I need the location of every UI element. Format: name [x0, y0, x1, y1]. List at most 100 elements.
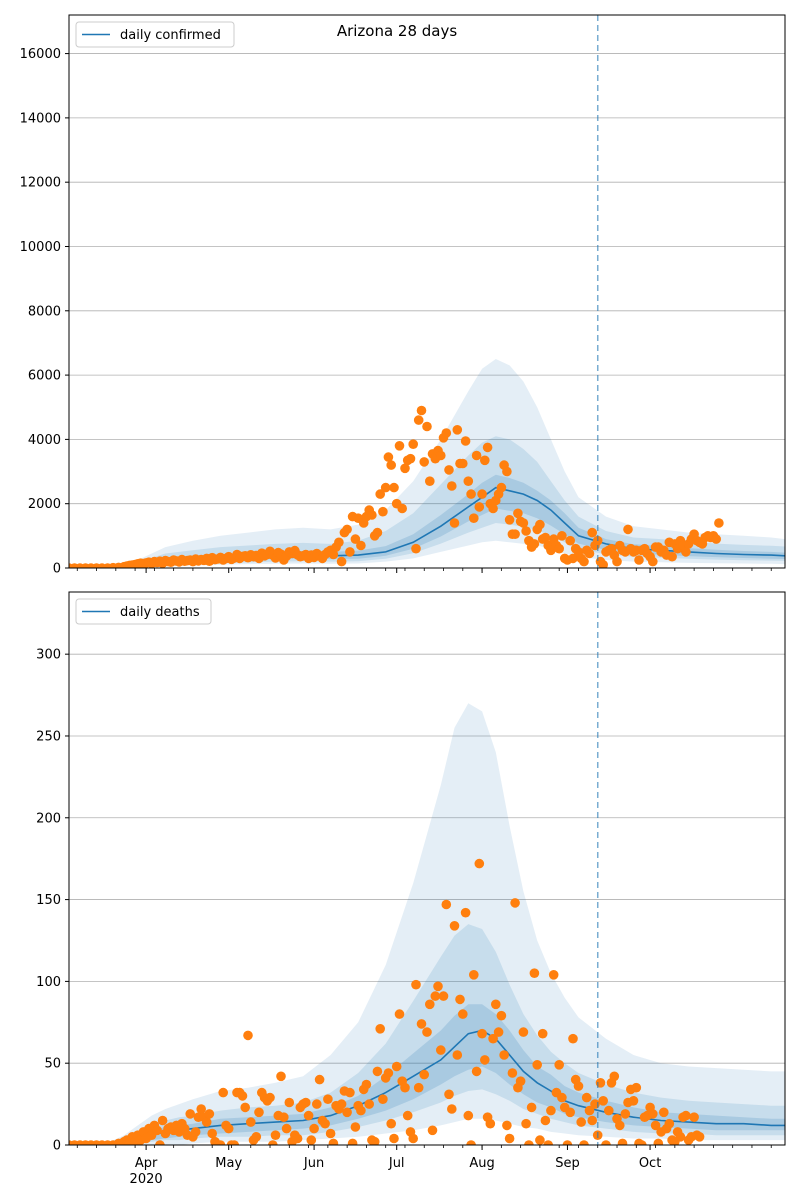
data-point: [485, 1118, 496, 1129]
data-point: [675, 1132, 686, 1142]
data-point: [215, 1140, 226, 1145]
data-point: [524, 1140, 534, 1145]
data-point: [378, 1094, 388, 1104]
data-point: [576, 1117, 586, 1127]
data-point: [394, 441, 405, 451]
data-point: [190, 1127, 201, 1137]
data-point: [598, 1096, 608, 1106]
data-point: [502, 1120, 512, 1131]
data-point: [518, 518, 529, 528]
data-point: [356, 1105, 366, 1116]
data-point: [281, 1123, 292, 1134]
data-point: [617, 1138, 628, 1145]
data-point: [637, 1140, 647, 1145]
data-point: [367, 510, 377, 520]
data-point: [314, 1074, 325, 1085]
data-point: [648, 1109, 658, 1119]
data-point: [628, 1096, 639, 1106]
data-point: [378, 506, 388, 517]
data-point: [584, 548, 595, 559]
data-point: [218, 1087, 228, 1098]
y-tick-label: 8000: [28, 304, 61, 319]
data-point: [416, 1019, 427, 1029]
data-point: [664, 1118, 675, 1129]
legend-label: daily confirmed: [120, 28, 221, 43]
data-point: [532, 1060, 542, 1070]
data-point: [372, 527, 383, 538]
data-point: [604, 1105, 614, 1116]
data-point: [496, 1010, 507, 1021]
data-point: [391, 1061, 402, 1072]
x-tick-label: Apr: [135, 1156, 158, 1171]
data-point: [581, 1092, 592, 1103]
data-point: [480, 1055, 490, 1065]
legend: daily confirmed: [75, 21, 235, 48]
y-tick-label: 0: [53, 562, 61, 577]
legend-label: daily deaths: [120, 605, 200, 620]
data-point: [463, 476, 474, 487]
data-point: [369, 1136, 380, 1145]
data-point: [471, 1066, 482, 1077]
data-point: [447, 481, 457, 491]
data-point: [419, 457, 430, 467]
data-point: [584, 1105, 595, 1116]
data-point: [557, 1092, 567, 1103]
data-point: [469, 970, 479, 980]
data-point: [284, 1097, 295, 1108]
data-point: [493, 1027, 504, 1037]
data-point: [612, 556, 622, 567]
data-point: [334, 537, 344, 548]
data-point: [422, 421, 432, 432]
data-point: [427, 1125, 438, 1136]
data-point: [455, 994, 465, 1005]
data-point: [502, 466, 512, 477]
data-point: [438, 991, 449, 1001]
y-tick-label: 4000: [28, 433, 61, 448]
data-point: [405, 453, 416, 464]
data-point: [436, 450, 446, 461]
data-point: [306, 1135, 317, 1145]
data-point: [480, 455, 490, 466]
data-point: [491, 999, 501, 1010]
data-point: [400, 463, 410, 474]
data-point: [444, 1089, 454, 1100]
data-point: [510, 898, 520, 908]
data-point: [554, 543, 564, 554]
data-point: [328, 1138, 339, 1145]
data-point: [562, 1140, 573, 1145]
data-point: [386, 1118, 397, 1129]
data-point: [413, 415, 424, 425]
data-point: [458, 458, 468, 469]
data-point: [471, 450, 482, 461]
data-point: [452, 1050, 463, 1060]
data-point: [449, 921, 460, 931]
data-point: [413, 1082, 424, 1093]
data-point: [155, 1140, 165, 1145]
data-point: [521, 526, 531, 536]
data-point: [380, 482, 391, 493]
data-point: [157, 1115, 168, 1126]
data-point: [540, 1115, 551, 1126]
data-point: [433, 981, 443, 992]
x-tick-label: Jul: [388, 1156, 405, 1171]
data-point: [342, 1107, 352, 1118]
deaths-panel: 0 50 100 150 200 250 300 daily deaths Apr May Jun J…: [36, 591, 786, 1187]
data-point: [579, 556, 589, 567]
data-point: [375, 1024, 386, 1034]
data-point: [504, 515, 515, 525]
x-tick-label: Aug: [469, 1156, 494, 1171]
data-point: [504, 1133, 515, 1144]
data-point: [312, 1099, 322, 1109]
data-point: [587, 1115, 597, 1126]
data-point: [356, 540, 366, 551]
data-point: [477, 489, 487, 499]
data-point: [540, 532, 551, 543]
y-tick-label: 0: [53, 1139, 61, 1154]
data-point: [350, 534, 361, 544]
data-point: [246, 1117, 256, 1127]
data-point: [408, 439, 419, 450]
data-point: [196, 1104, 206, 1114]
legend: daily deaths: [75, 598, 212, 625]
data-point: [469, 513, 479, 523]
data-point: [631, 1082, 642, 1093]
